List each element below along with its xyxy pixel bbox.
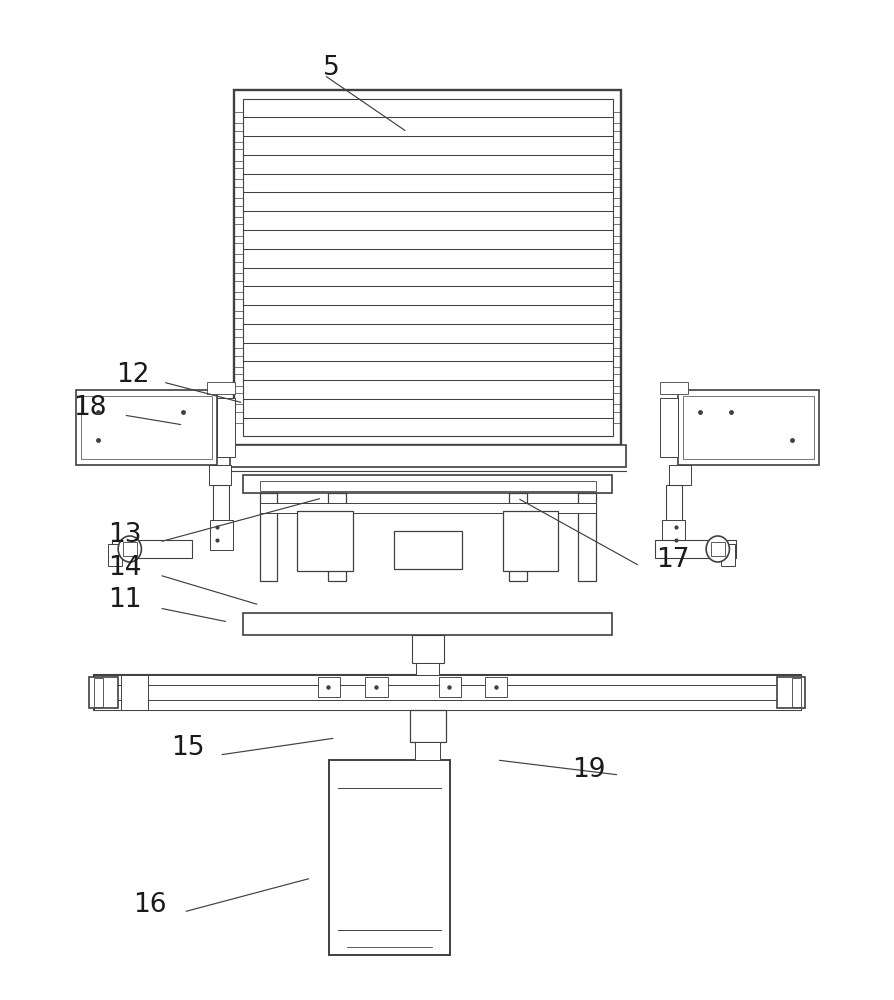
- Bar: [297, 511, 352, 571]
- Text: 18: 18: [72, 395, 106, 421]
- Bar: [682, 396, 813, 459]
- Bar: [242, 99, 612, 436]
- Bar: [207, 382, 235, 394]
- Bar: [259, 503, 595, 513]
- Bar: [668, 465, 690, 485]
- Text: 13: 13: [108, 522, 142, 548]
- Bar: [217, 398, 235, 457]
- Bar: [210, 520, 232, 550]
- Bar: [230, 445, 625, 467]
- Bar: [94, 700, 800, 710]
- Bar: [415, 742, 440, 760]
- Text: 14: 14: [108, 555, 142, 581]
- Bar: [659, 398, 677, 457]
- Bar: [94, 678, 103, 707]
- Bar: [317, 677, 340, 697]
- Bar: [776, 677, 805, 708]
- Text: 16: 16: [133, 892, 167, 918]
- Bar: [328, 493, 346, 581]
- Circle shape: [118, 536, 141, 562]
- Bar: [409, 710, 445, 742]
- Bar: [659, 382, 687, 394]
- Text: 12: 12: [115, 362, 149, 388]
- Bar: [329, 760, 450, 955]
- Bar: [438, 677, 460, 697]
- Bar: [259, 481, 595, 491]
- Bar: [509, 493, 527, 581]
- Bar: [677, 390, 818, 465]
- Bar: [365, 677, 387, 697]
- Bar: [94, 675, 800, 710]
- Bar: [259, 493, 277, 581]
- Text: 17: 17: [655, 547, 689, 573]
- Bar: [243, 475, 611, 493]
- Bar: [208, 465, 231, 485]
- Bar: [76, 390, 217, 465]
- Bar: [791, 678, 800, 707]
- Text: 5: 5: [323, 55, 339, 81]
- Text: 11: 11: [108, 587, 142, 613]
- Bar: [94, 675, 800, 685]
- Bar: [665, 485, 681, 540]
- Bar: [89, 677, 118, 708]
- Bar: [234, 90, 620, 445]
- Bar: [578, 493, 595, 581]
- Bar: [213, 485, 229, 540]
- Bar: [81, 396, 212, 459]
- Bar: [502, 511, 558, 571]
- Bar: [243, 613, 611, 635]
- Bar: [721, 544, 734, 566]
- Text: 19: 19: [571, 757, 605, 783]
- Bar: [654, 540, 735, 558]
- Bar: [108, 544, 122, 566]
- Text: 15: 15: [171, 735, 205, 761]
- Bar: [710, 542, 724, 556]
- Bar: [485, 677, 507, 697]
- Bar: [411, 635, 443, 663]
- Circle shape: [705, 536, 729, 562]
- Bar: [662, 520, 684, 550]
- Bar: [122, 542, 137, 556]
- Bar: [393, 531, 461, 569]
- Bar: [121, 675, 148, 710]
- Bar: [416, 663, 439, 675]
- Bar: [112, 540, 192, 558]
